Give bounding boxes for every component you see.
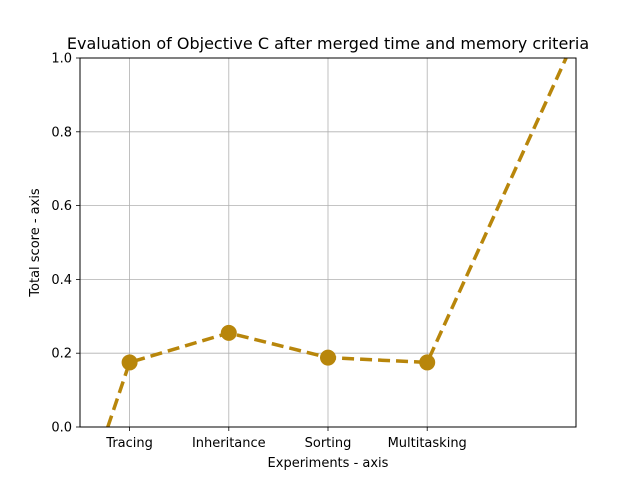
y-axis-ticks: 0.0 0.2 0.4 0.6 0.8 1.0 bbox=[51, 52, 80, 436]
y-tick-label: 0.8 bbox=[51, 125, 72, 140]
series-line bbox=[106, 57, 568, 428]
series-layer bbox=[106, 57, 568, 428]
y-tick-label: 0.2 bbox=[51, 347, 72, 362]
chart-title: Evaluation of Objective C after merged t… bbox=[67, 34, 589, 53]
y-tick-label: 0.6 bbox=[51, 199, 72, 214]
x-axis-ticks: Tracing Inheritance Sorting Multitasking bbox=[105, 427, 467, 451]
x-axis-label: Experiments - axis bbox=[268, 456, 389, 471]
data-point bbox=[419, 354, 436, 371]
x-tick-label: Tracing bbox=[105, 436, 153, 451]
data-point bbox=[121, 354, 138, 371]
x-tick-label: Sorting bbox=[305, 436, 352, 451]
y-tick-label: 0.4 bbox=[51, 273, 72, 288]
y-axis-label: Total score - axis bbox=[28, 188, 43, 298]
y-tick-label: 0.0 bbox=[51, 421, 72, 436]
x-tick-label: Inheritance bbox=[192, 436, 266, 451]
grid bbox=[80, 57, 576, 428]
data-point bbox=[220, 324, 237, 341]
y-tick-label: 1.0 bbox=[51, 52, 72, 67]
x-tick-label: Multitasking bbox=[388, 436, 467, 451]
data-point bbox=[320, 349, 336, 366]
